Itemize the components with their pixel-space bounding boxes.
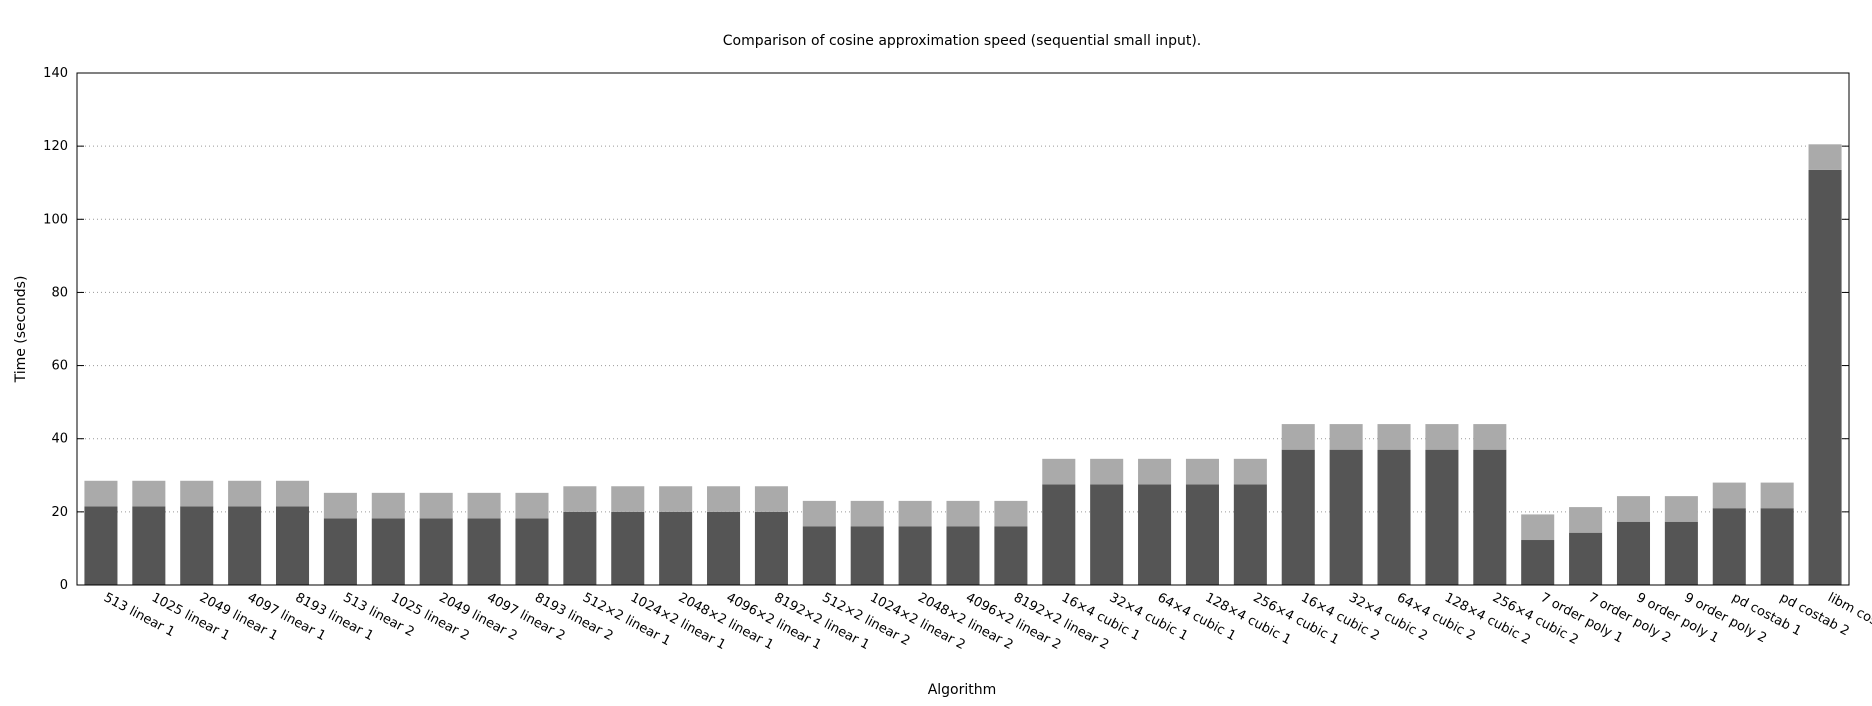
bar-segment-lower [1521,540,1555,585]
bar-segment-lower [1425,449,1459,585]
bar-segment-lower [1569,532,1603,585]
bars [84,144,1842,585]
bar-segment-upper [1138,458,1172,485]
bar-segment-lower [419,518,453,585]
bar-segment-lower [1185,484,1219,585]
y-tick-label: 40 [51,432,68,447]
bar-segment-lower [1760,508,1794,585]
y-tick-label: 20 [51,505,68,520]
bar-segment-lower [1473,449,1507,585]
bar-segment-upper [1808,144,1842,170]
bar-segment-upper [1185,458,1219,485]
bar-segment-lower [467,518,501,585]
bar-segment-lower [1281,449,1315,585]
bar-segment-upper [946,500,980,527]
bar-segment-upper [180,480,214,507]
bar-segment-lower [802,526,836,585]
bar-segment-upper [802,500,836,527]
bar-segment-upper [563,486,597,512]
bar-segment-lower [946,526,980,585]
bar-segment-upper [1712,482,1746,509]
chart-title: Comparison of cosine approximation speed… [723,33,1202,49]
y-tick-label: 140 [43,66,68,81]
bar-segment-upper [659,486,693,512]
bar-segment-upper [1281,424,1315,450]
gridlines [77,145,1849,513]
bar-segment-upper [898,500,932,527]
bar-segment-upper [1569,507,1603,533]
bar-segment-upper [1377,424,1411,450]
bar-segment-upper [1042,458,1076,485]
x-axis-label: Algorithm [928,682,997,698]
bar-segment-upper [1616,496,1651,522]
bar-segment-lower [1712,508,1746,585]
bar-segment-lower [898,526,932,585]
bar-segment-lower [707,511,741,585]
y-axis-label: Time (seconds) [13,276,29,384]
bar-segment-upper [1090,458,1124,485]
bar-segment-lower [132,506,166,585]
bar-segment-upper [1664,496,1698,522]
y-tick-label: 0 [60,578,68,593]
bar-segment-lower [275,506,310,585]
bar-segment-lower [371,518,405,585]
bar-segment-lower [850,526,884,585]
bar-segment-upper [132,480,166,507]
bar-segment-upper [1425,424,1459,450]
bar-segment-lower [515,518,549,585]
bar-segment-lower [1233,484,1267,585]
bar-segment-lower [1138,484,1172,585]
y-tick-label: 120 [43,139,68,154]
bar-segment-upper [275,480,310,507]
bar-segment-upper [228,480,262,507]
bar-segment-lower [180,506,214,585]
bar-segment-lower [1090,484,1124,585]
bar-segment-lower [994,526,1028,585]
bar-segment-lower [1042,484,1076,585]
bar-segment-upper [419,492,453,519]
bar-segment-lower [611,511,645,585]
bar-segment-upper [1233,458,1267,485]
bar-segment-lower [1616,521,1651,585]
bar-segment-upper [611,486,645,512]
bar-segment-upper [707,486,741,512]
bar-segment-lower [1377,449,1411,585]
bar-segment-lower [84,506,118,585]
bar-segment-lower [1664,521,1698,585]
bar-segment-upper [850,500,884,527]
y-axis-ticks: 0 20 40 60 80 100 120 140 [43,66,1849,593]
bar-segment-lower [1808,169,1842,585]
bar-segment-upper [994,500,1028,527]
bar-segment-lower [659,511,693,585]
bar-segment-upper [1521,514,1555,541]
bar-segment-lower [563,511,597,585]
bar-segment-upper [754,486,788,512]
bar-segment-lower [754,511,788,585]
bar-segment-lower [1329,449,1363,585]
bar-segment-upper [1329,424,1363,450]
bar-segment-lower [228,506,262,585]
bar-segment-upper [323,492,357,519]
y-tick-label: 60 [51,359,68,374]
bar-segment-upper [515,492,549,519]
bar-segment-upper [1760,482,1794,509]
bar-segment-upper [467,492,501,519]
bar-segment-lower [323,518,357,585]
bar-segment-upper [84,480,118,507]
y-tick-label: 80 [51,285,68,300]
y-tick-label: 100 [43,212,68,227]
bar-segment-upper [371,492,405,519]
bar-segment-upper [1473,424,1507,450]
plot-frame [76,72,1850,586]
